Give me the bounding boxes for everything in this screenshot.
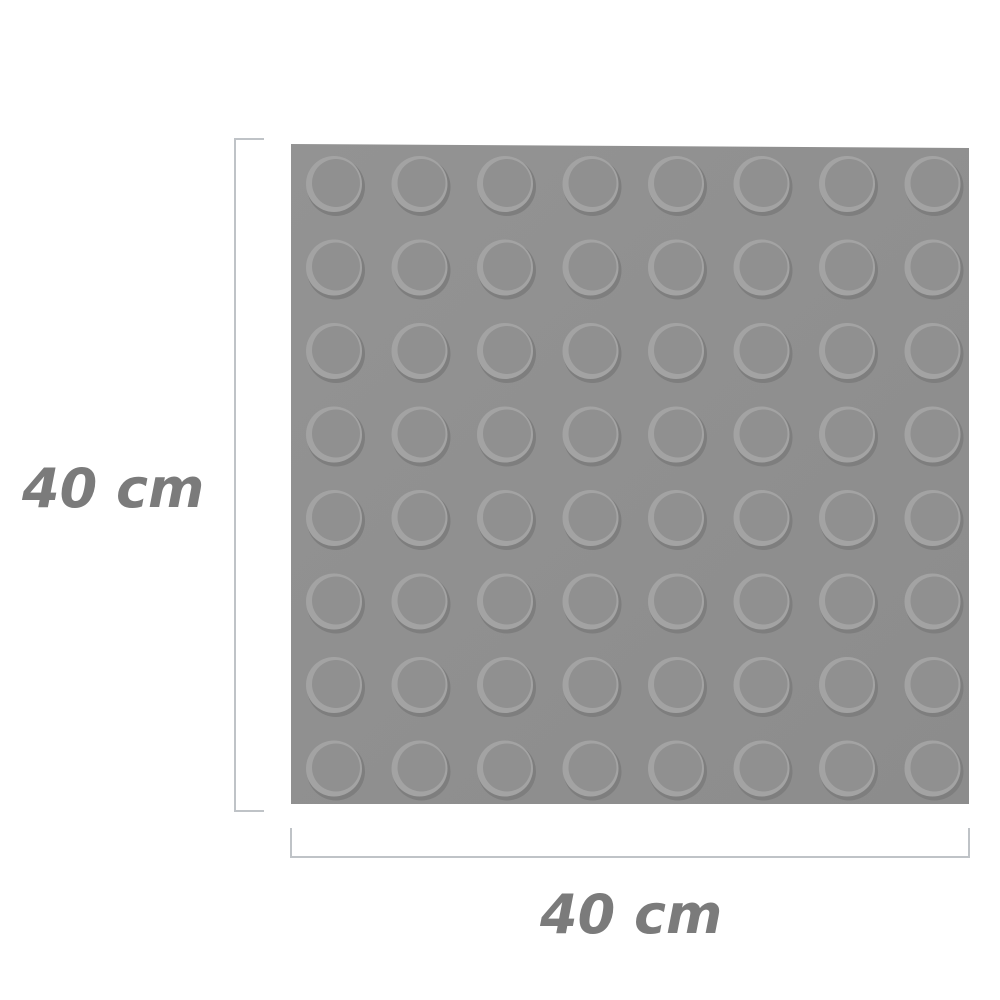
tactile-dome xyxy=(477,323,536,383)
tactile-dome xyxy=(904,657,964,717)
tile-surface xyxy=(291,144,969,804)
dome-grid xyxy=(306,156,964,801)
tactile-dome xyxy=(648,657,707,717)
tactile-dome xyxy=(819,406,878,467)
width-dimension-bracket xyxy=(290,828,970,858)
tactile-dome xyxy=(306,657,365,717)
tactile-dome xyxy=(562,156,622,216)
tactile-dome xyxy=(733,490,793,550)
tactile-dome xyxy=(648,156,707,216)
tactile-dome xyxy=(391,490,451,550)
tactile-dome xyxy=(477,406,536,467)
tactile-dome xyxy=(904,239,964,300)
tactile-dome xyxy=(648,740,707,801)
tactile-dome xyxy=(391,573,451,634)
tactile-dome xyxy=(648,323,707,383)
tactile-dome xyxy=(391,740,451,801)
tactile-dome xyxy=(391,406,451,467)
height-dimension-bracket xyxy=(234,138,264,812)
tactile-dome xyxy=(733,657,793,717)
tactile-dome xyxy=(306,740,365,801)
tactile-dome xyxy=(391,156,451,216)
tactile-dome xyxy=(904,156,964,216)
tactile-dome xyxy=(562,239,622,300)
tactile-dome xyxy=(648,406,707,467)
tactile-dome xyxy=(819,156,878,216)
tactile-dome xyxy=(562,490,622,550)
tactile-dome xyxy=(391,323,451,383)
tactile-dome xyxy=(819,573,878,634)
tactile-dome xyxy=(733,740,793,801)
tactile-dome xyxy=(562,573,622,634)
tactile-dome xyxy=(733,156,793,216)
tactile-dome xyxy=(819,740,878,801)
tactile-dome xyxy=(306,239,365,300)
tactile-dome xyxy=(819,657,878,717)
tactile-dome xyxy=(904,406,964,467)
tactile-dome xyxy=(733,323,793,383)
tactile-dome xyxy=(904,490,964,550)
tactile-dome xyxy=(819,323,878,383)
tactile-dome xyxy=(477,657,536,717)
height-dimension-label: 40 cm xyxy=(22,457,205,520)
tactile-dome xyxy=(562,323,622,383)
tactile-dome xyxy=(819,490,878,550)
tactile-dome xyxy=(904,323,964,383)
tactile-dome xyxy=(733,239,793,300)
tactile-dome xyxy=(477,740,536,801)
tactile-dome xyxy=(562,657,622,717)
tactile-dome xyxy=(477,573,536,634)
tactile-dome xyxy=(306,156,365,216)
tactile-dome xyxy=(733,573,793,634)
tactile-dome xyxy=(819,239,878,300)
tactile-dome xyxy=(648,573,707,634)
tactile-dome xyxy=(306,406,365,467)
tactile-dome xyxy=(477,239,536,300)
tactile-dome xyxy=(562,406,622,467)
width-dimension-label: 40 cm xyxy=(540,883,723,946)
tactile-dome xyxy=(477,156,536,216)
tactile-dome xyxy=(648,239,707,300)
tactile-dome xyxy=(904,573,964,634)
tactile-dome xyxy=(391,239,451,300)
tactile-dome xyxy=(648,490,707,550)
tactile-dome xyxy=(306,323,365,383)
tactile-dome xyxy=(562,740,622,801)
tactile-dome xyxy=(306,490,365,550)
tactile-dome xyxy=(477,490,536,550)
tactile-dome xyxy=(733,406,793,467)
tactile-dome xyxy=(904,740,964,801)
tactile-dome xyxy=(391,657,451,717)
tactile-dome xyxy=(306,573,365,634)
